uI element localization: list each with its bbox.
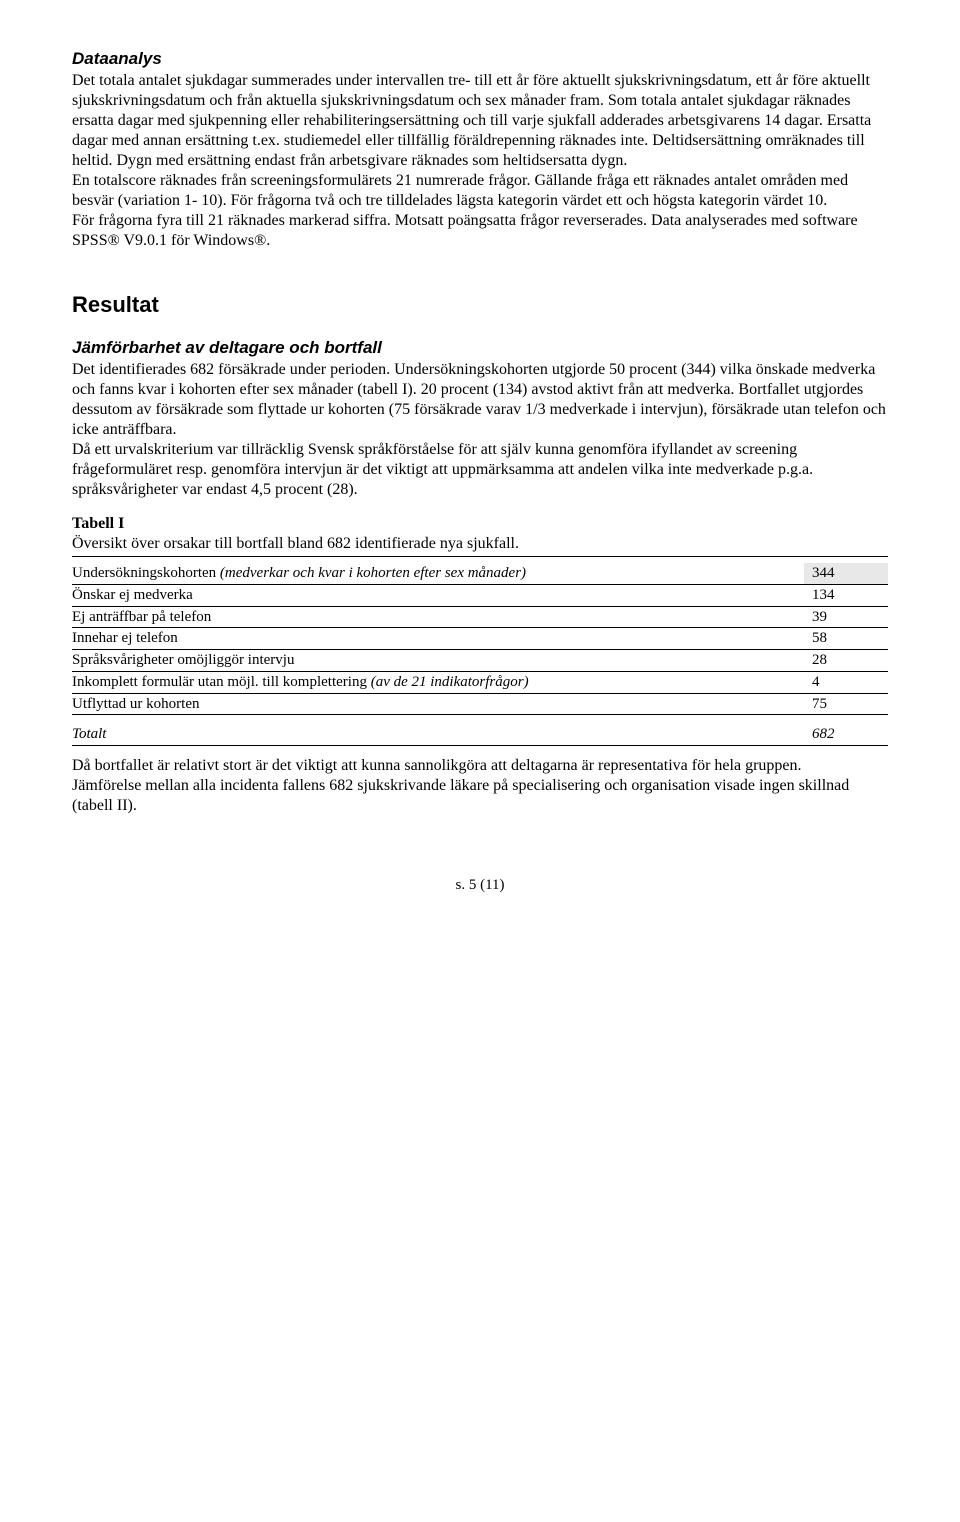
table-cell-label: Utflyttad ur kohorten xyxy=(72,693,804,715)
label-italic: (medverkar och kvar i kohorten efter sex… xyxy=(220,565,526,581)
para: Det identifierades 682 försäkrade under … xyxy=(72,360,888,440)
table-cell-value: 39 xyxy=(804,606,888,628)
label-text: Undersökningskohorten xyxy=(72,565,220,581)
dataanalys-heading: Dataanalys xyxy=(72,48,888,69)
para: Då ett urvalskriterium var tillräcklig S… xyxy=(72,440,888,500)
table-cell-value: 4 xyxy=(804,671,888,693)
table-cell-value: 682 xyxy=(804,715,888,746)
para: Då bortfallet är relativt stort är det v… xyxy=(72,756,888,776)
table-caption: Översikt över orsakar till bortfall blan… xyxy=(72,534,888,557)
table-cell-value: 28 xyxy=(804,650,888,672)
table-cell-label: Ej anträffbar på telefon xyxy=(72,606,804,628)
table-cell-value: 134 xyxy=(804,584,888,606)
table-cell-label: Innehar ej telefon xyxy=(72,628,804,650)
table-row: Utflyttad ur kohorten 75 xyxy=(72,693,888,715)
para: En totalscore räknades från screeningsfo… xyxy=(72,171,888,211)
para: Jämförelse mellan alla incidenta fallens… xyxy=(72,776,888,816)
table-cell-label: Önskar ej medverka xyxy=(72,584,804,606)
page-footer: s. 5 (11) xyxy=(72,876,888,895)
table-row: Önskar ej medverka 134 xyxy=(72,584,888,606)
table-row: Undersökningskohorten (medverkar och kva… xyxy=(72,563,888,584)
label-text: Inkomplett formulär utan möjl. till komp… xyxy=(72,674,371,690)
table-row-total: Totalt 682 xyxy=(72,715,888,746)
table-cell-label: Inkomplett formulär utan möjl. till komp… xyxy=(72,671,804,693)
table-title: Tabell I xyxy=(72,514,888,534)
resultat-subheading: Jämförbarhet av deltagare och bortfall xyxy=(72,337,888,358)
table-row: Inkomplett formulär utan möjl. till komp… xyxy=(72,671,888,693)
para: Det totala antalet sjukdagar summerades … xyxy=(72,71,888,171)
para: För frågorna fyra till 21 räknades marke… xyxy=(72,211,888,251)
resultat-heading: Resultat xyxy=(72,291,888,319)
table-cell-label: Totalt xyxy=(72,715,804,746)
dataanalys-body: Det totala antalet sjukdagar summerades … xyxy=(72,71,888,251)
table-cell-label: Språksvårigheter omöjliggör intervju xyxy=(72,650,804,672)
table-row: Språksvårigheter omöjliggör intervju 28 xyxy=(72,650,888,672)
table-cell-label: Undersökningskohorten (medverkar och kva… xyxy=(72,563,804,584)
bortfall-table: Undersökningskohorten (medverkar och kva… xyxy=(72,563,888,746)
table-cell-value: 75 xyxy=(804,693,888,715)
table-row: Innehar ej telefon 58 xyxy=(72,628,888,650)
table-row: Ej anträffbar på telefon 39 xyxy=(72,606,888,628)
table-cell-value: 58 xyxy=(804,628,888,650)
table-cell-value: 344 xyxy=(804,563,888,584)
label-italic: (av de 21 indikatorfrågor) xyxy=(371,674,529,690)
